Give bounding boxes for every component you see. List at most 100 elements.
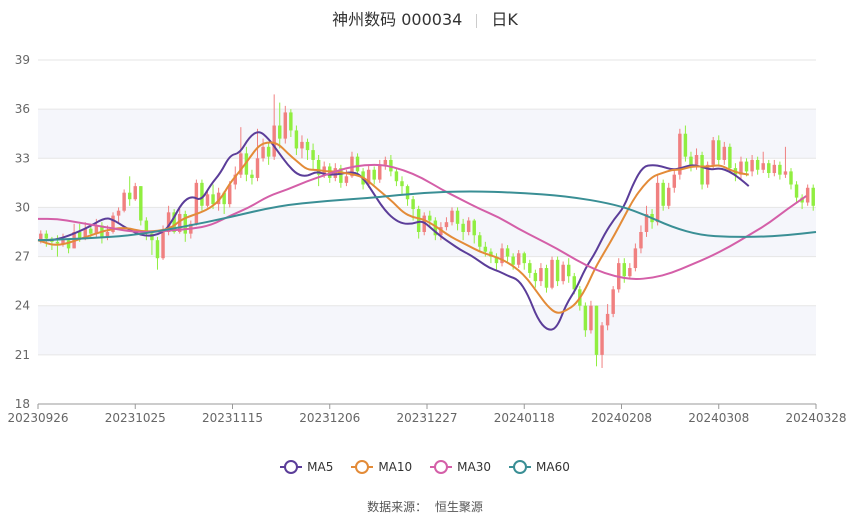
- period-label: 日K: [491, 10, 518, 29]
- candle-body: [489, 251, 493, 257]
- candle-body: [166, 212, 171, 232]
- y-tick-label: 21: [15, 348, 30, 362]
- candle-body: [494, 256, 499, 264]
- candle-body: [339, 168, 343, 183]
- candle-body: [805, 187, 810, 203]
- source-value: 恒生聚源: [434, 500, 483, 514]
- x-tick-label: 20231206: [299, 411, 360, 425]
- candle-body: [227, 184, 232, 205]
- candle-body: [450, 210, 454, 223]
- legend-item-ma30[interactable]: MA30: [430, 460, 491, 474]
- candle-body: [667, 187, 671, 206]
- candle-body: [94, 225, 99, 234]
- candle-body: [139, 186, 143, 221]
- candle-body: [211, 194, 215, 205]
- candle-body: [355, 156, 360, 172]
- candle-body: [150, 233, 154, 241]
- candle-body: [478, 235, 482, 247]
- candle-body: [127, 192, 132, 200]
- y-tick-label: 36: [15, 102, 30, 116]
- candle-body: [55, 241, 60, 244]
- y-tick-label: 27: [15, 250, 30, 264]
- candle-body: [89, 228, 93, 234]
- candle-body: [105, 232, 110, 237]
- candle-body: [172, 212, 176, 232]
- legend-item-ma10[interactable]: MA10: [351, 460, 412, 474]
- candle-body: [655, 182, 660, 223]
- candle-body: [500, 248, 504, 264]
- candle-body: [722, 146, 727, 160]
- candle-body: [111, 215, 115, 232]
- ma-line-ma5: [38, 131, 750, 331]
- candle-body: [316, 159, 321, 175]
- candle-body: [761, 163, 765, 170]
- candle-body: [783, 171, 788, 175]
- legend-item-ma5[interactable]: MA5: [280, 460, 333, 474]
- y-tick-label: 39: [15, 53, 30, 67]
- candle-body: [528, 263, 532, 273]
- candle-body: [516, 253, 521, 265]
- candle-body: [550, 259, 554, 288]
- candle-body: [194, 182, 199, 224]
- candle-body: [416, 209, 421, 232]
- candle-body: [205, 194, 210, 206]
- candle-body: [83, 228, 87, 239]
- title-divider: [476, 13, 478, 28]
- candle-body: [311, 150, 315, 160]
- legend-label-ma30: MA30: [457, 460, 492, 474]
- candle-body: [428, 215, 432, 221]
- candle-body: [66, 240, 71, 249]
- legend-label-ma10: MA10: [378, 460, 413, 474]
- candle-body: [244, 153, 249, 175]
- candle-body: [794, 184, 799, 198]
- candle-body: [533, 272, 538, 282]
- legend-item-ma60[interactable]: MA60: [509, 460, 570, 474]
- x-tick-label: 20240328: [785, 411, 846, 425]
- legend-marker-ma60: [509, 460, 532, 474]
- x-tick-label: 20240118: [494, 411, 555, 425]
- grid-band: [38, 109, 816, 159]
- candle-body: [561, 264, 565, 282]
- legend-label-ma60: MA60: [536, 460, 570, 474]
- candle-body: [644, 213, 649, 232]
- candle-body: [405, 186, 410, 200]
- candle-body: [483, 246, 488, 252]
- candle-body: [605, 313, 610, 326]
- candle-body: [811, 187, 815, 206]
- candle-body: [461, 223, 465, 232]
- y-tick-label: 24: [15, 299, 30, 313]
- candle-body: [633, 248, 638, 269]
- candle-body: [622, 263, 627, 277]
- candle-body: [200, 182, 204, 206]
- candle-body: [389, 159, 393, 172]
- candle-body: [628, 268, 632, 277]
- candle-body: [689, 156, 693, 165]
- candle-body: [678, 133, 682, 175]
- candle-body: [767, 163, 771, 174]
- candle-body: [177, 213, 182, 232]
- x-tick-label: 20231115: [202, 411, 263, 425]
- candle-body: [278, 125, 282, 139]
- candle-body: [539, 268, 543, 282]
- candle-body: [366, 169, 371, 185]
- legend-label-ma5: MA5: [307, 460, 334, 474]
- candle-body: [505, 248, 510, 257]
- candle-body: [705, 164, 710, 185]
- candle-body: [222, 192, 226, 205]
- candle-body: [466, 220, 471, 232]
- candle-body: [594, 305, 599, 355]
- candle-body: [778, 164, 782, 175]
- legend-marker-ma5: [280, 460, 303, 474]
- candle-body: [455, 210, 460, 224]
- candle-body: [116, 210, 121, 216]
- candle-body: [183, 213, 187, 234]
- candle-body: [572, 276, 576, 290]
- candle-body: [728, 146, 732, 169]
- candle-body: [739, 161, 743, 175]
- candle-body: [266, 146, 271, 157]
- candle-body: [333, 168, 338, 178]
- source-label: 数据来源：: [367, 500, 428, 514]
- candle-body: [44, 233, 49, 239]
- candle-body: [683, 133, 688, 157]
- x-tick-label: 20240308: [688, 411, 749, 425]
